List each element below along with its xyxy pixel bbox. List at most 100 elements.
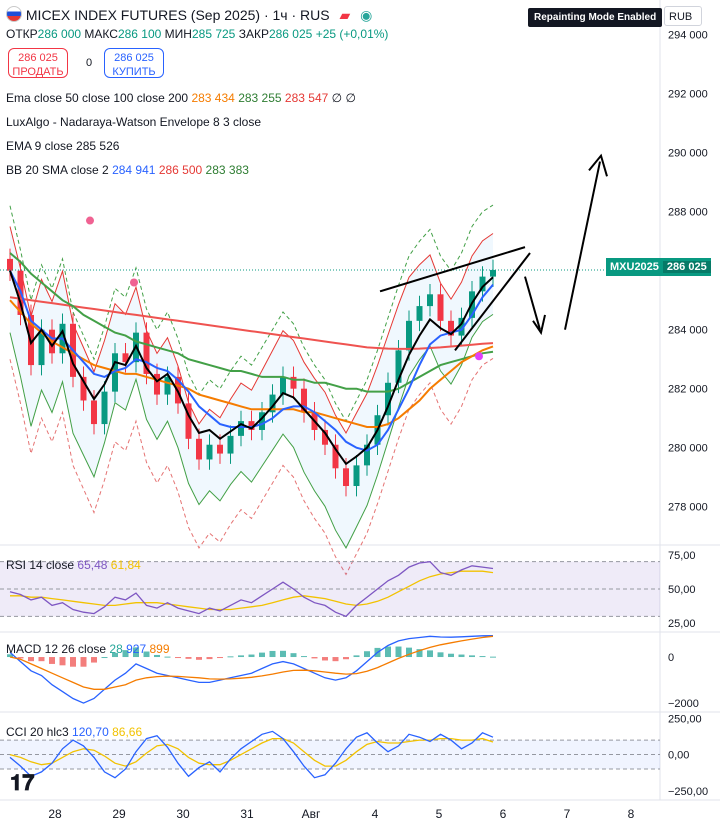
candle-body [217,444,223,454]
tradingview-logo[interactable]: 𝟏𝟕 [10,770,35,795]
ema-legend[interactable]: Ema close 50 close 100 close 200 283 434… [6,91,356,105]
candle-body [112,353,118,392]
macd-histogram-bar [322,657,328,661]
y-tick-label: 282 000 [668,384,708,396]
ema100-value: 283 255 [238,91,282,105]
bell-icon[interactable]: ▰ [339,7,351,23]
x-tick-label: 6 [500,807,507,821]
currency-select[interactable]: RUB [664,6,702,26]
macd-histogram-bar [238,655,244,658]
macd-histogram-bar [133,647,139,658]
down-arrowhead [532,314,546,336]
macd-histogram-bar [280,650,286,658]
rsi-label: RSI 14 close [6,558,75,572]
candle-body [164,376,171,395]
open-label: ОТКР [6,27,38,41]
y-tick-label: 280 000 [668,443,708,455]
symbol-name[interactable]: MICEX INDEX FUTURES (Sep 2025) · 1ч · RU… [25,7,330,23]
macd-macd-line [9,635,494,704]
bb-label: BB 20 SMA close 2 [6,163,109,177]
macd-histogram-bar [80,657,87,667]
candle-body [80,376,87,401]
macd-histogram-bar [227,656,234,658]
candle-body [490,269,496,277]
x-tick-label: 5 [436,807,443,821]
ema-label: Ema close 50 close 100 close 200 [6,91,189,105]
rsi-y-tick-label: 25,00 [668,618,696,630]
sell-price: 286 025 [18,52,58,64]
x-tick-label: 28 [48,807,62,821]
quantity-value[interactable]: 0 [86,57,93,69]
rsi-legend[interactable]: RSI 14 close 65,48 61,84 [6,558,141,572]
candle-body [416,306,423,321]
macd-histogram-bar [385,646,391,658]
y-tick-label: 290 000 [668,148,708,160]
macd-histogram-bar [206,657,213,660]
buy-button[interactable]: 286 025 КУПИТЬ [104,48,164,78]
bb-legend[interactable]: BB 20 SMA close 2 284 941 286 500 283 38… [6,163,249,177]
cci-pane[interactable] [0,730,660,779]
high-label: МАКС [84,27,118,41]
macd-signal-line [9,635,494,690]
macd-histogram-bar [353,655,360,658]
rsi-pane[interactable] [0,561,660,618]
repaint-badge: Repainting Mode Enabled [528,8,663,27]
bb-basis-line [9,270,494,452]
macd-y-tick-label: 0 [668,652,674,664]
main-price-pane[interactable] [0,153,660,576]
ema-empty-2: ∅ [345,91,356,105]
signal-dot [475,352,483,361]
ema9-legend[interactable]: EMA 9 close 285 526 [6,139,119,153]
bb-lower-value: 283 383 [205,163,249,177]
rsi-signal-line [10,570,494,611]
cci-value: 120,70 [72,725,109,739]
x-tick-label: 4 [372,807,379,821]
candle-body [385,382,391,416]
grid-lines [0,0,720,801]
candle-body [364,444,370,466]
macd-histogram-bar [217,657,223,659]
y-tick-label: 294 000 [668,30,708,42]
cci-cci-line [9,730,494,779]
candle-body [406,320,412,351]
macd-signal-value: 899 [149,642,170,656]
ema50-value: 283 434 [191,91,235,105]
cci-y-tick-label: 0,00 [668,750,689,762]
rsi-y-tick-label: 75,00 [668,550,696,562]
change-value: +25 (+0,01%) [315,27,389,41]
y-tick-label: 284 000 [668,325,708,337]
macd-histogram-bar [290,653,297,658]
ema9-value: 285 526 [76,139,120,153]
rsi-rsi-line [9,561,494,618]
candle-body [259,412,265,430]
macd-histogram-bar [301,656,307,658]
y-tick-label: 278 000 [668,502,708,514]
bb-basis-value: 284 941 [112,163,156,177]
candle-body [91,400,97,425]
candle-body [301,388,307,413]
envelope-fill [10,226,493,548]
cci-signal-line [9,737,494,767]
macd-legend[interactable]: MACD 12 26 close 28 927 899 [6,642,170,656]
macd-histogram-bar [122,650,129,658]
symbol-title[interactable]: MICEX INDEX FUTURES (Sep 2025) · 1ч · RU… [6,6,372,24]
macd-histogram-bar [28,657,34,662]
macd-histogram-bar [364,651,370,658]
price-axis[interactable]: 294 000 292 000 290 000 288 000 284 000 282 0… [668,30,708,798]
cci-legend[interactable]: CCI 20 hlc3 120,70 86,66 [6,725,142,739]
macd-pane[interactable] [7,635,496,704]
sell-label: ПРОДАТЬ [12,66,64,78]
candle-body [332,444,339,469]
macd-histogram-bar [458,654,465,658]
time-axis[interactable]: 28 29 30 31 Авг 4 5 6 7 8 [48,807,634,821]
macd-histogram-bar [70,657,76,667]
cci-y-tick-label: 250,00 [668,713,702,725]
y-tick-label: 292 000 [668,89,708,101]
sell-button[interactable]: 286 025 ПРОДАТЬ [8,48,68,78]
down-arrow-line [524,276,541,330]
lux-legend[interactable]: LuxAlgo - Nadaraya-Watson Envelope 8 3 c… [6,115,261,129]
macd-histogram-bar [59,657,66,666]
candle-body [206,444,213,460]
y-tick-label: 288 000 [668,207,708,219]
